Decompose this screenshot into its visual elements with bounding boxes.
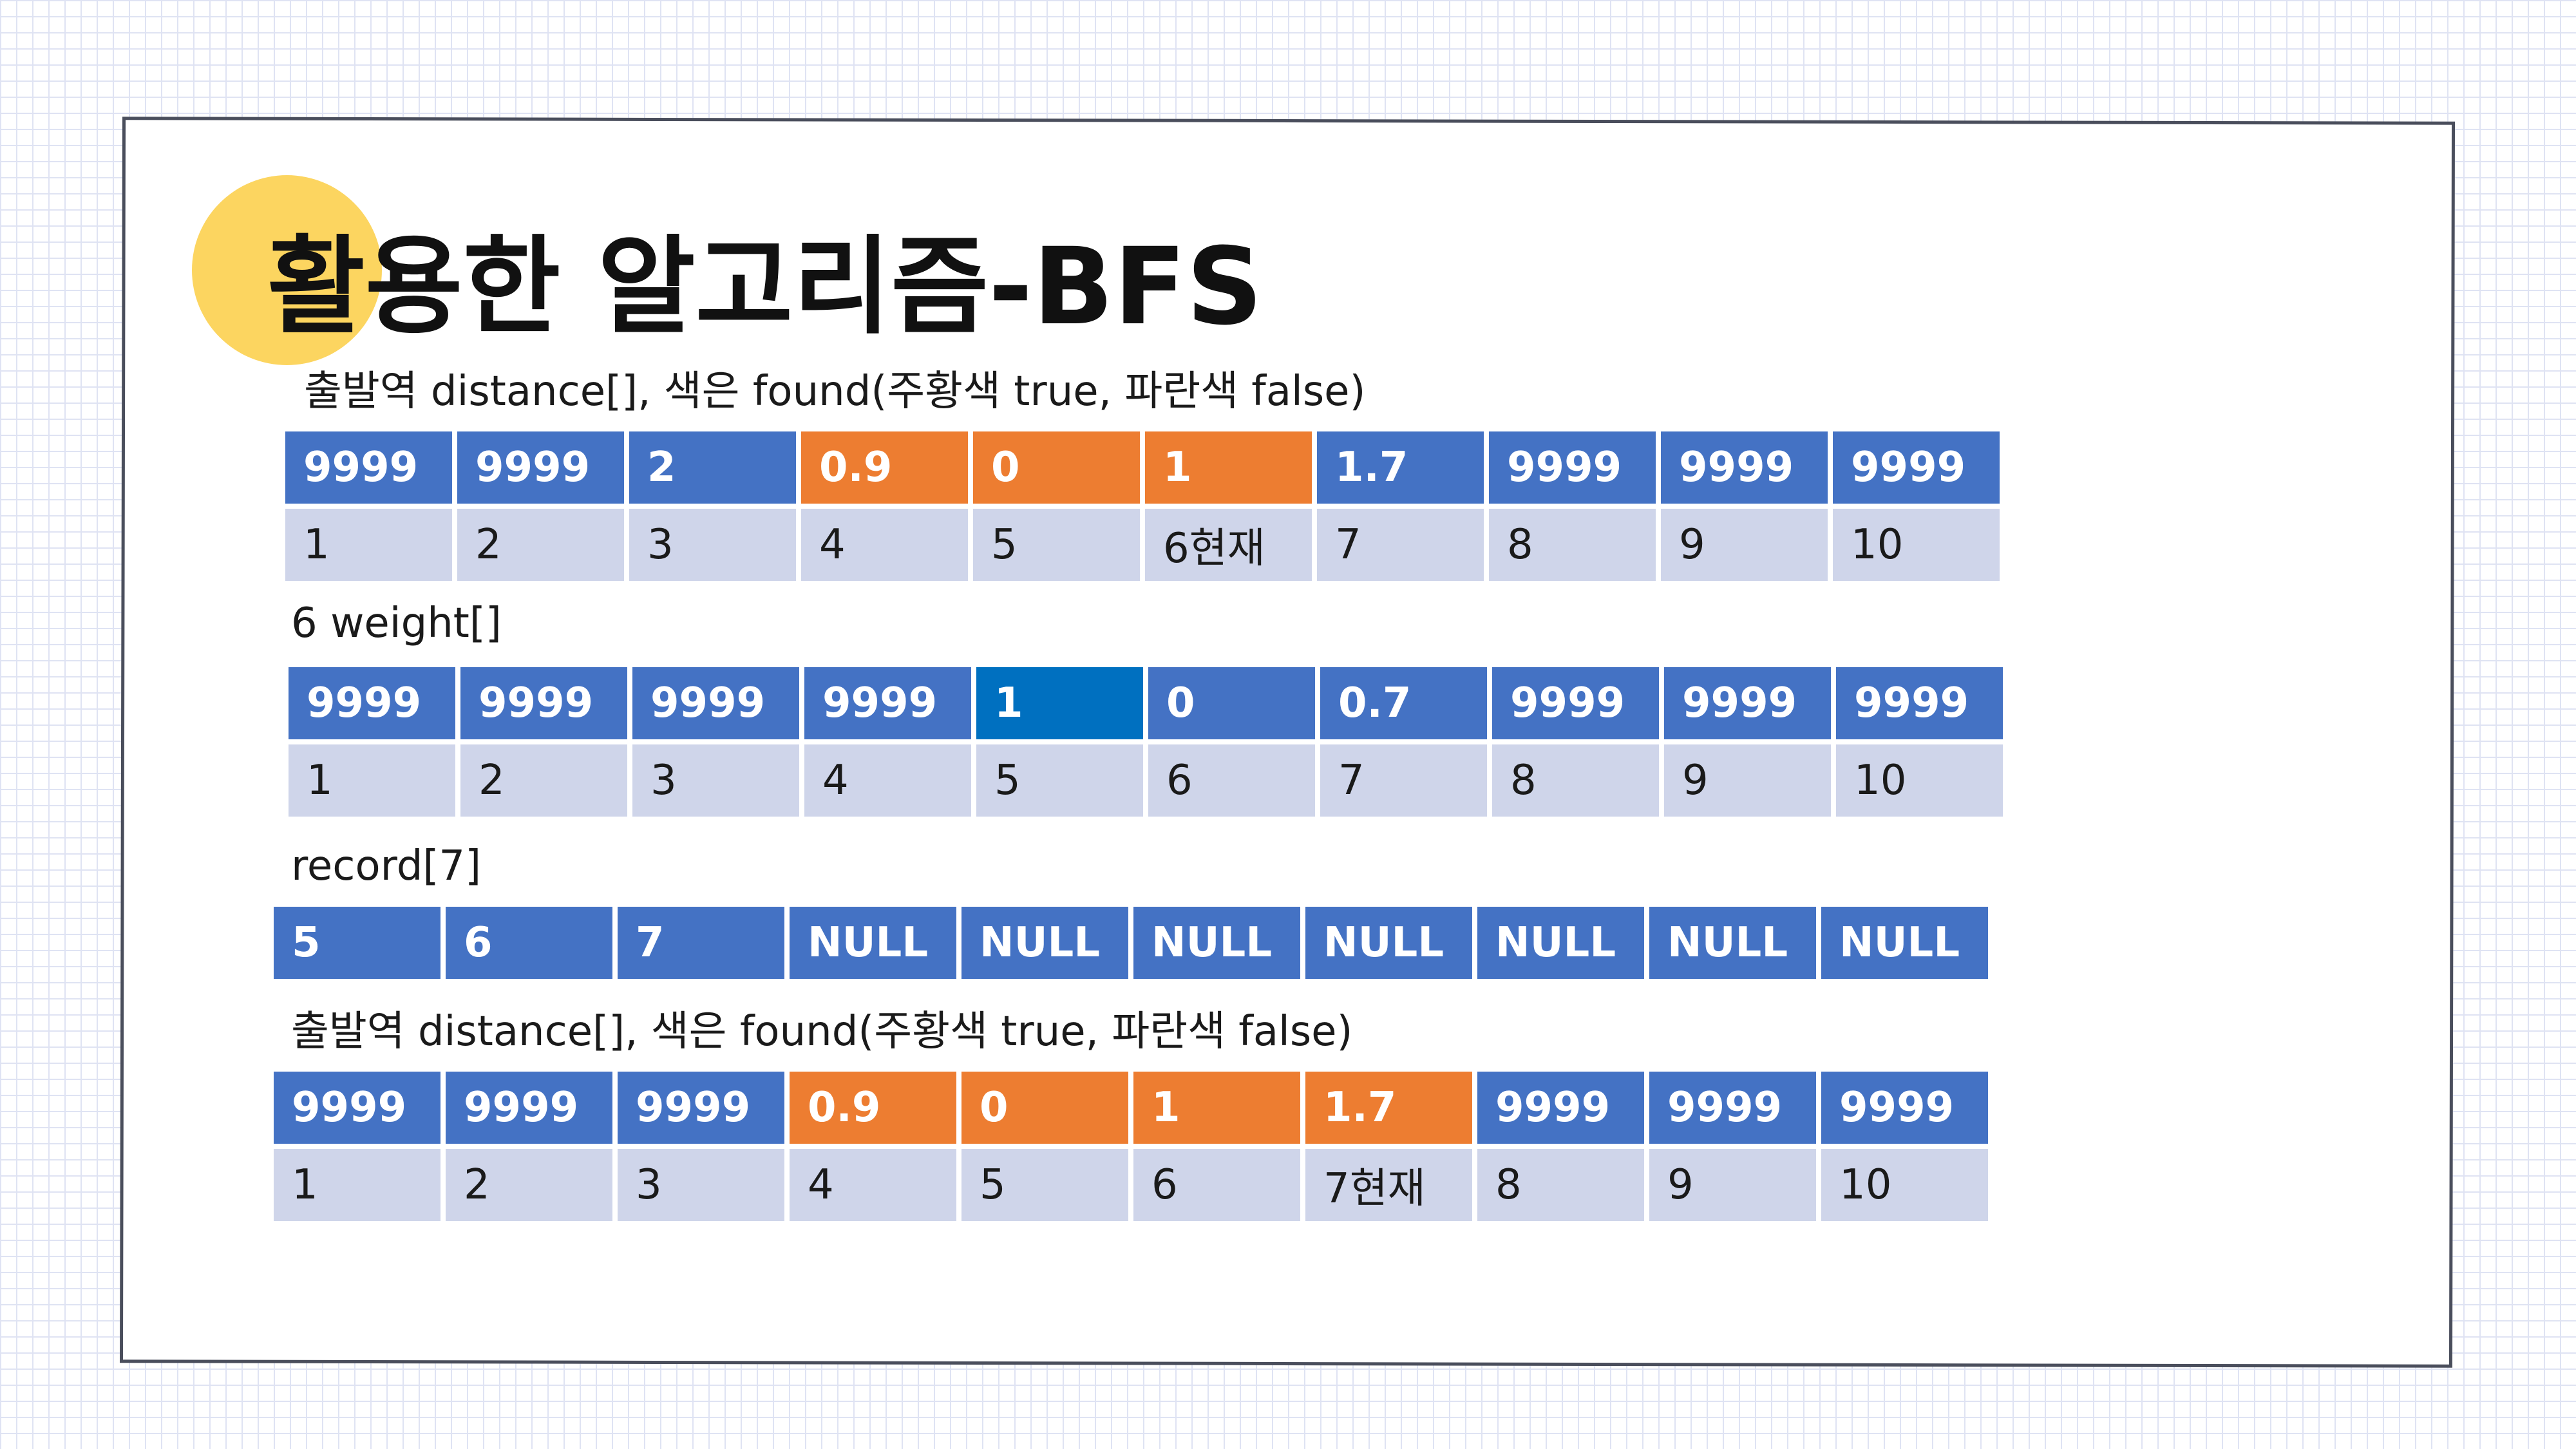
distance-table-1: 9999 9999 2 0.9 0 1 1.7 9999 9999 9999 1 2 3 4 5 6현재 7 8… (285, 431, 2000, 581)
index-cell: 3 (618, 1149, 784, 1221)
index-row: 1 2 3 4 5 6현재 7 8 9 10 (285, 509, 2000, 581)
index-cell: 6현재 (1145, 509, 1312, 581)
value-cell: 9999 (1489, 431, 1656, 504)
index-row: 1 2 3 4 5 6 7 8 9 10 (289, 744, 2003, 817)
value-cell: 9999 (457, 431, 624, 504)
value-cell: 9999 (1836, 667, 2003, 739)
index-cell: 5 (976, 744, 1143, 817)
section-label-weight: 6 weight[] (291, 600, 502, 647)
section-label-record: record[7] (291, 842, 482, 890)
value-cell: 9999 (1661, 431, 1828, 504)
value-cell: 0.7 (1320, 667, 1487, 739)
index-cell: 1 (289, 744, 455, 817)
page-title: 활용한 알고리즘-BFS (267, 225, 1263, 348)
value-cell: 9999 (1664, 667, 1831, 739)
value-row: 9999 9999 9999 0.9 0 1 1.7 9999 9999 9999 (274, 1072, 1988, 1144)
value-cell: 9999 (285, 431, 452, 504)
value-cell: NULL (1649, 907, 1816, 979)
index-cell: 4 (801, 509, 968, 581)
index-cell: 2 (460, 744, 627, 817)
value-cell: 9999 (289, 667, 455, 739)
value-cell: 9999 (1821, 1072, 1988, 1144)
value-cell: NULL (1305, 907, 1472, 979)
value-cell: 9999 (804, 667, 971, 739)
index-cell: 5 (961, 1149, 1128, 1221)
index-cell: 10 (1833, 509, 2000, 581)
value-cell: 9999 (1649, 1072, 1816, 1144)
index-cell: 2 (446, 1149, 612, 1221)
index-cell: 9 (1649, 1149, 1816, 1221)
value-row: 9999 9999 2 0.9 0 1 1.7 9999 9999 9999 (285, 431, 2000, 504)
index-cell: 2 (457, 509, 624, 581)
index-cell: 8 (1492, 744, 1659, 817)
value-cell: 7 (618, 907, 784, 979)
value-cell: NULL (1821, 907, 1988, 979)
index-cell: 8 (1489, 509, 1656, 581)
index-cell: 9 (1661, 509, 1828, 581)
value-cell: NULL (961, 907, 1128, 979)
value-cell: 0 (973, 431, 1140, 504)
value-cell: 9999 (274, 1072, 440, 1144)
index-cell: 1 (285, 509, 452, 581)
value-cell: 9999 (446, 1072, 612, 1144)
value-cell: 9999 (460, 667, 627, 739)
value-cell: NULL (1477, 907, 1644, 979)
index-cell: 6 (1148, 744, 1315, 817)
value-cell: 9999 (1833, 431, 2000, 504)
index-cell: 4 (804, 744, 971, 817)
index-cell: 10 (1821, 1149, 1988, 1221)
index-row: 1 2 3 4 5 6 7현재 8 9 10 (274, 1149, 1988, 1221)
value-cell: 9999 (1492, 667, 1659, 739)
value-row: 9999 9999 9999 9999 1 0 0.7 9999 9999 9999 (289, 667, 2003, 739)
value-cell: 1.7 (1317, 431, 1484, 504)
index-cell: 3 (632, 744, 799, 817)
index-cell: 8 (1477, 1149, 1644, 1221)
value-cell: 5 (274, 907, 440, 979)
index-cell: 3 (629, 509, 796, 581)
value-cell: 0.9 (801, 431, 968, 504)
value-cell: 1 (976, 667, 1143, 739)
value-cell: 1 (1145, 431, 1312, 504)
index-cell: 5 (973, 509, 1140, 581)
value-cell: 2 (629, 431, 796, 504)
value-cell: 0.9 (790, 1072, 956, 1144)
value-cell: NULL (790, 907, 956, 979)
index-cell: 1 (274, 1149, 440, 1221)
value-cell: 9999 (618, 1072, 784, 1144)
value-cell: 0 (961, 1072, 1128, 1144)
record-table: 5 6 7 NULL NULL NULL NULL NULL NULL NULL (274, 907, 1988, 979)
section-label-distance-2: 출발역 distance[], 색은 found(주황색 true, 파란색 f… (291, 1008, 1353, 1056)
index-cell: 10 (1836, 744, 2003, 817)
index-cell: 7 (1320, 744, 1487, 817)
value-cell: 9999 (632, 667, 799, 739)
index-cell: 7현재 (1305, 1149, 1472, 1221)
section-label-distance-1: 출발역 distance[], 색은 found(주황색 true, 파란색 f… (304, 368, 1366, 415)
value-cell: NULL (1133, 907, 1300, 979)
value-cell: 1 (1133, 1072, 1300, 1144)
value-cell: 1.7 (1305, 1072, 1472, 1144)
value-cell: 0 (1148, 667, 1315, 739)
title-accent-circle (192, 175, 382, 365)
index-cell: 9 (1664, 744, 1831, 817)
index-cell: 4 (790, 1149, 956, 1221)
index-cell: 7 (1317, 509, 1484, 581)
index-cell: 6 (1133, 1149, 1300, 1221)
value-cell: 9999 (1477, 1072, 1644, 1144)
value-cell: 6 (446, 907, 612, 979)
value-row: 5 6 7 NULL NULL NULL NULL NULL NULL NULL (274, 907, 1988, 979)
